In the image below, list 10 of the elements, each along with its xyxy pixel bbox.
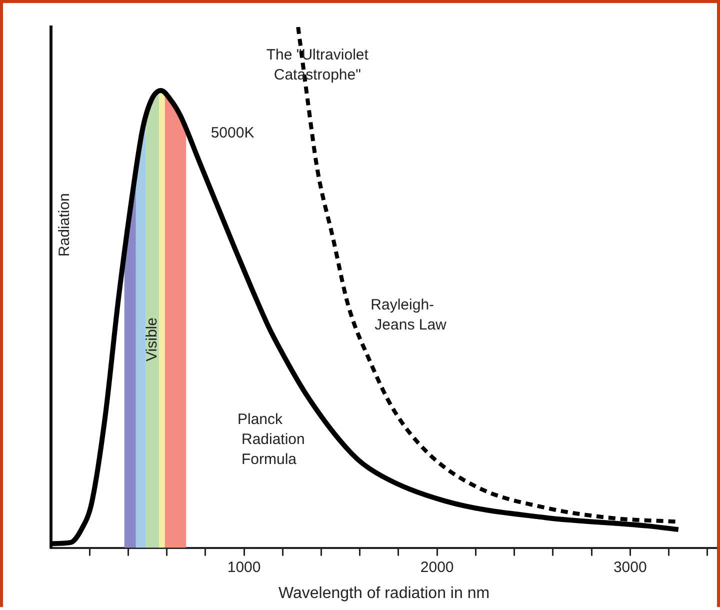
y-axis-title: Radiation: [56, 193, 74, 257]
series-label: Planck Radiation Formula: [237, 411, 305, 468]
band-label: Visible: [143, 318, 160, 362]
annotation: The "Ultraviolet Catastrophe": [266, 46, 370, 84]
x-tick-label: 3000: [613, 558, 647, 576]
x-axis-title: Wavelength of radiation in nm: [278, 584, 490, 602]
series-label: Rayleigh-Jeans Law: [370, 296, 447, 334]
x-tick-label: 1000: [227, 558, 261, 576]
x-tick-label: 2000: [420, 558, 454, 576]
annotation: 5000K: [210, 124, 254, 142]
